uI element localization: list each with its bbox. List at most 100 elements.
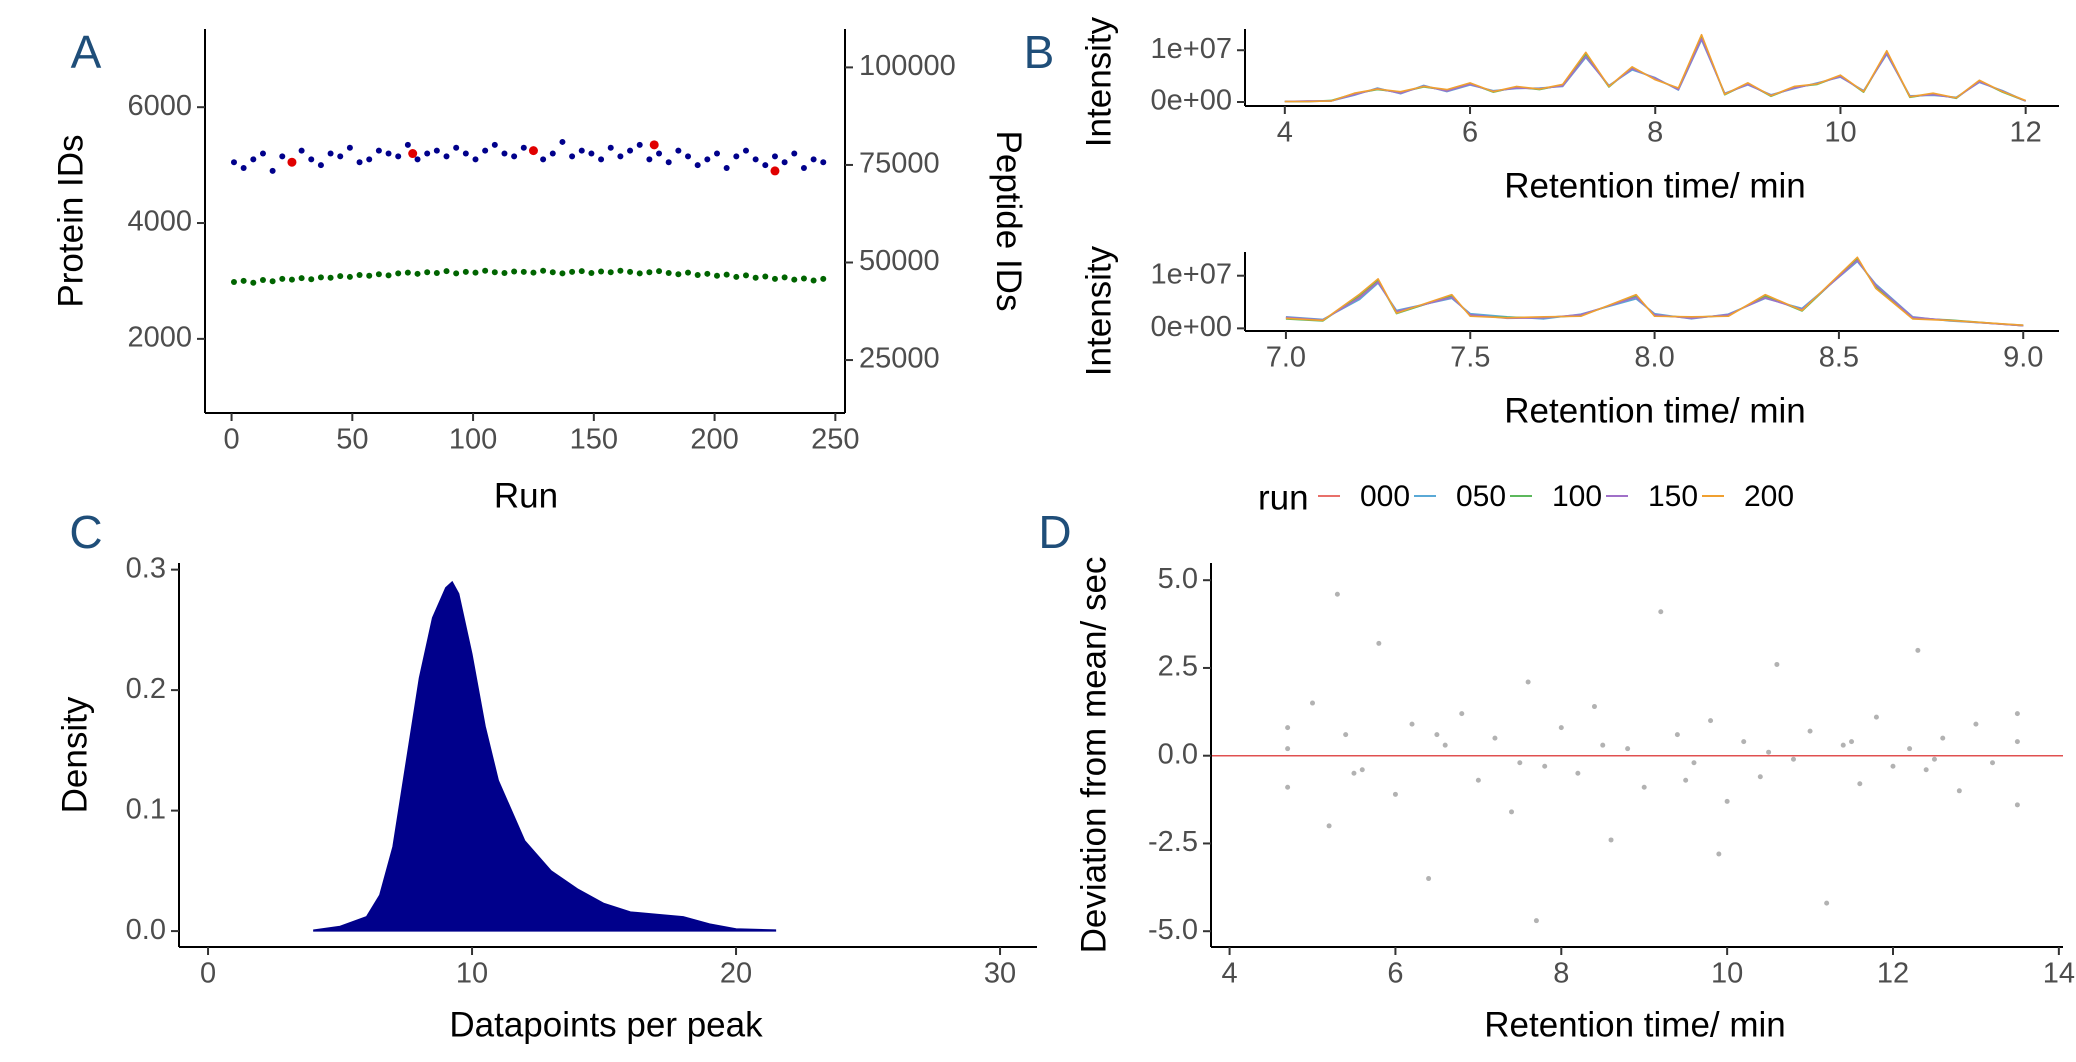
point	[1691, 760, 1697, 766]
point	[1359, 767, 1365, 773]
point	[820, 159, 827, 166]
y2-tick-label: 100000	[859, 50, 956, 82]
y-axis-title: Intensity	[1079, 245, 1118, 376]
point	[649, 140, 659, 150]
point	[1492, 735, 1498, 741]
point	[1326, 823, 1332, 829]
point	[559, 138, 566, 145]
point	[472, 156, 479, 163]
point	[636, 270, 643, 277]
point	[656, 268, 663, 275]
point	[1475, 777, 1481, 783]
point	[250, 279, 257, 286]
x-tick-label: 8.5	[1819, 342, 1859, 374]
y-axis-title: Intensity	[1079, 16, 1118, 147]
point	[269, 278, 276, 285]
point	[1824, 900, 1830, 906]
y-tick-label: 4000	[127, 206, 192, 238]
point	[1509, 809, 1515, 815]
point	[1525, 679, 1531, 685]
point	[1542, 763, 1548, 769]
x-tick-label: 6	[1462, 117, 1478, 149]
point	[1708, 718, 1714, 724]
point	[1807, 728, 1813, 734]
point	[308, 276, 315, 283]
x-tick-label: 10	[1824, 117, 1856, 149]
panel-label: A	[71, 26, 102, 78]
point	[491, 269, 498, 276]
point	[462, 150, 469, 157]
legend-label: 100	[1552, 480, 1602, 513]
point	[279, 275, 286, 282]
x-axis-title: Retention time/ min	[1484, 1005, 1786, 1044]
x-tick-label: 12	[1877, 958, 1909, 990]
x-tick-label: 14	[2043, 958, 2075, 990]
series-line	[1285, 256, 2024, 327]
point	[424, 269, 431, 276]
point	[1774, 661, 1780, 667]
y-tick-label: 0.0	[1158, 738, 1198, 770]
point	[1517, 760, 1523, 766]
point	[646, 156, 653, 163]
point	[308, 156, 315, 163]
point	[559, 270, 566, 277]
legend-label: 150	[1648, 480, 1698, 513]
point	[1334, 591, 1340, 597]
point	[1343, 732, 1349, 738]
point	[414, 270, 421, 277]
point	[520, 268, 527, 275]
x-tick-label: 8.0	[1634, 342, 1674, 374]
point	[1956, 788, 1962, 794]
point	[482, 267, 489, 274]
point	[569, 268, 576, 275]
point	[694, 162, 701, 169]
point	[762, 273, 769, 280]
x-tick-label: 0	[223, 424, 239, 456]
point	[1426, 876, 1432, 882]
point	[337, 153, 344, 160]
point	[366, 156, 373, 163]
point	[1392, 791, 1398, 797]
x-tick-label: 4	[1277, 117, 1293, 149]
point	[346, 144, 353, 151]
x-tick-label: 6	[1387, 958, 1403, 990]
x-tick-label: 8	[1647, 117, 1663, 149]
point	[1591, 704, 1597, 710]
point	[617, 153, 624, 160]
point	[472, 269, 479, 276]
point	[810, 277, 817, 284]
y-axis-title: Deviation from mean/ sec	[1074, 557, 1113, 954]
x-tick-label: 10	[456, 958, 488, 990]
point	[742, 272, 749, 279]
x-axis-title: Datapoints per peak	[449, 1005, 763, 1044]
y2-tick-label: 25000	[859, 343, 940, 375]
x-tick-label: 50	[336, 424, 368, 456]
point	[1285, 746, 1291, 752]
point	[482, 147, 489, 154]
point	[685, 269, 692, 276]
point	[627, 268, 634, 275]
point	[607, 144, 614, 151]
point	[230, 279, 237, 286]
x-tick-label: 20	[720, 958, 752, 990]
point	[685, 153, 692, 160]
point	[704, 270, 711, 277]
point	[1658, 609, 1664, 615]
point	[598, 156, 605, 163]
point	[1683, 777, 1689, 783]
point	[1790, 756, 1796, 762]
point	[675, 271, 682, 278]
point	[733, 273, 740, 280]
point	[1608, 837, 1614, 843]
point	[501, 270, 508, 277]
point	[742, 147, 749, 154]
y-tick-label: 0.0	[126, 914, 166, 946]
point	[800, 275, 807, 282]
point	[578, 268, 585, 275]
x-tick-label: 250	[811, 424, 859, 456]
point	[453, 270, 460, 277]
point	[771, 153, 778, 160]
point	[588, 150, 595, 157]
point	[810, 156, 817, 163]
point	[298, 147, 305, 154]
